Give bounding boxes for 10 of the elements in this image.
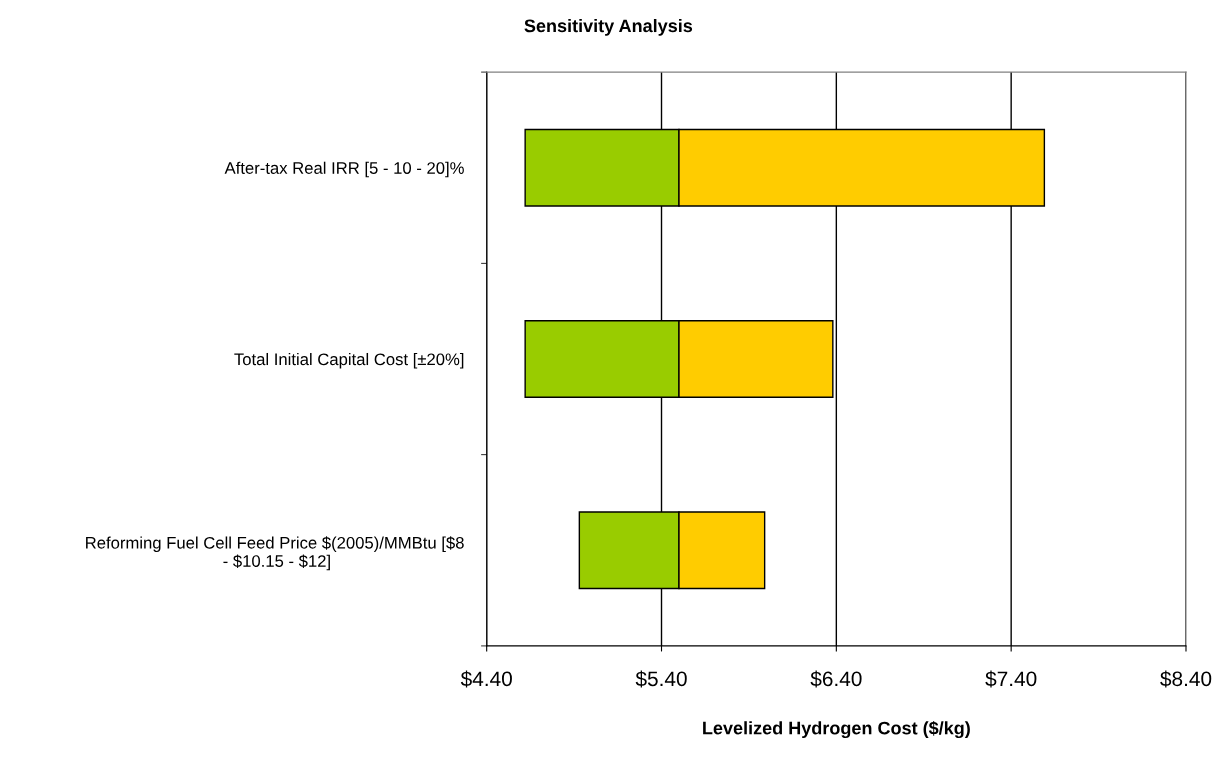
x-tick-label: $6.40 [810,670,862,688]
x-tick-label: $5.40 [635,670,687,688]
y-tick-label: Total Initial Capital Cost [±20%] [234,352,464,369]
x-axis-title: Levelized Hydrogen Cost ($/kg) [703,720,970,739]
y-tick-label: Reforming Fuel Cell Feed Price $(2005)/MMBtu [$8 - $10.15 - $12] [86,536,464,571]
x-tick-label: $8.40 [1160,670,1212,688]
y-tick-label: After-tax Real IRR [5 - 10 - 20]% [224,161,464,178]
x-tick-label: $7.40 [985,670,1037,688]
chart-title: Sensitivity Analysis [524,18,693,36]
x-tick-label: $4.40 [460,670,512,688]
